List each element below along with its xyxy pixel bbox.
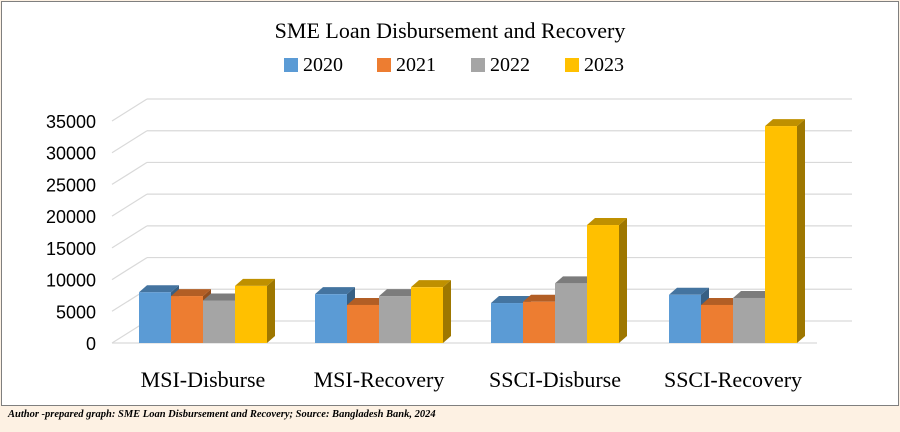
bar-top (411, 280, 451, 288)
bar-front (235, 285, 267, 343)
bar-group-MSI-Recovery (315, 280, 451, 343)
chart-svg: SME Loan Disbursement and Recovery 2020 2… (46, 18, 852, 392)
bar-top (587, 218, 627, 226)
bar-front (523, 301, 555, 343)
legend-label-2022: 2022 (490, 54, 530, 76)
x-tick-label: SSCI-Recovery (664, 367, 802, 392)
bar-front (139, 292, 171, 343)
chart-title: SME Loan Disbursement and Recovery (275, 18, 626, 43)
gridline-side (111, 161, 148, 185)
bar-group-MSI-Disburse (139, 278, 275, 343)
y-tick-label: 5000 (56, 302, 96, 322)
x-tick-label: MSI-Disburse (141, 367, 266, 392)
bar-side (619, 218, 627, 343)
bar-top (701, 297, 741, 305)
bar-top (203, 293, 243, 301)
bar-SSCI-Recovery-2023 (765, 119, 805, 344)
x-tick-label: SSCI-Disburse (489, 367, 621, 392)
bar-top (765, 119, 805, 127)
bar-front (555, 283, 587, 343)
bar-top (235, 278, 275, 286)
figure-caption: Author -prepared graph: SME Loan Disburs… (8, 409, 436, 420)
chart-frame: SME Loan Disbursement and Recovery 2020 2… (1, 1, 899, 406)
bar-front (411, 287, 443, 343)
bar-front (701, 304, 733, 343)
legend-item-2022: 2022 (471, 54, 530, 76)
legend-item-2023: 2023 (565, 54, 624, 76)
legend-item-2020: 2020 (284, 54, 343, 76)
x-tick-label: MSI-Recovery (314, 367, 445, 392)
bar-SSCI-Disburse-2023 (587, 218, 627, 343)
x-axis: MSI-Disburse MSI-Recovery SSCI-Disburse SSC… (141, 367, 802, 392)
bar-MSI-Recovery-2023 (411, 280, 451, 343)
bar-top (733, 290, 773, 298)
bar-side (797, 119, 805, 344)
gridline-side (111, 225, 148, 249)
bar-front (203, 300, 235, 343)
bar-front (347, 304, 379, 343)
legend-swatch-2023 (565, 58, 579, 72)
y-tick-label: 25000 (46, 175, 96, 195)
bar-top (669, 287, 709, 295)
bar-front (587, 225, 619, 343)
bars (139, 119, 805, 344)
legend-label-2021: 2021 (396, 54, 436, 76)
bar-side (267, 278, 275, 343)
y-tick-label: 20000 (46, 207, 96, 227)
bar-front (765, 126, 797, 344)
legend-swatch-2022 (471, 58, 485, 72)
y-tick-label: 10000 (46, 271, 96, 291)
legend-label-2020: 2020 (303, 54, 343, 76)
gridline-side (111, 257, 148, 281)
bar-front (669, 294, 701, 343)
bar-front (491, 303, 523, 343)
bar-front (315, 294, 347, 343)
bar-MSI-Disburse-2023 (235, 278, 275, 343)
legend-swatch-2020 (284, 58, 298, 72)
bar-group-SSCI-Disburse (491, 218, 627, 343)
y-tick-label: 0 (86, 334, 96, 354)
gridline-side (111, 98, 148, 122)
legend: 2020 2021 2022 2023 (284, 54, 624, 76)
y-axis: 0 5000 10000 15000 20000 25000 30000 35000 (46, 112, 96, 354)
y-tick-label: 15000 (46, 239, 96, 259)
legend-swatch-2021 (377, 58, 391, 72)
bar-top (555, 276, 595, 284)
bar-top (491, 296, 531, 304)
bar-side (443, 280, 451, 343)
bar-front (171, 296, 203, 343)
bar-top (315, 287, 355, 295)
bar-top (379, 289, 419, 297)
y-tick-label: 30000 (46, 144, 96, 164)
gridline-side (111, 130, 148, 154)
bar-front (733, 297, 765, 343)
bar-top (139, 285, 179, 293)
y-tick-label: 35000 (46, 112, 96, 132)
legend-item-2021: 2021 (377, 54, 436, 76)
plot-area: 0 5000 10000 15000 20000 25000 30000 35000 MSI-D… (46, 98, 852, 392)
bar-top (347, 297, 387, 305)
gridline-side (111, 193, 148, 217)
legend-label-2023: 2023 (584, 54, 624, 76)
bar-front (379, 296, 411, 343)
bar-top (523, 294, 563, 302)
bar-top (171, 289, 211, 297)
bar-group-SSCI-Recovery (669, 119, 805, 344)
